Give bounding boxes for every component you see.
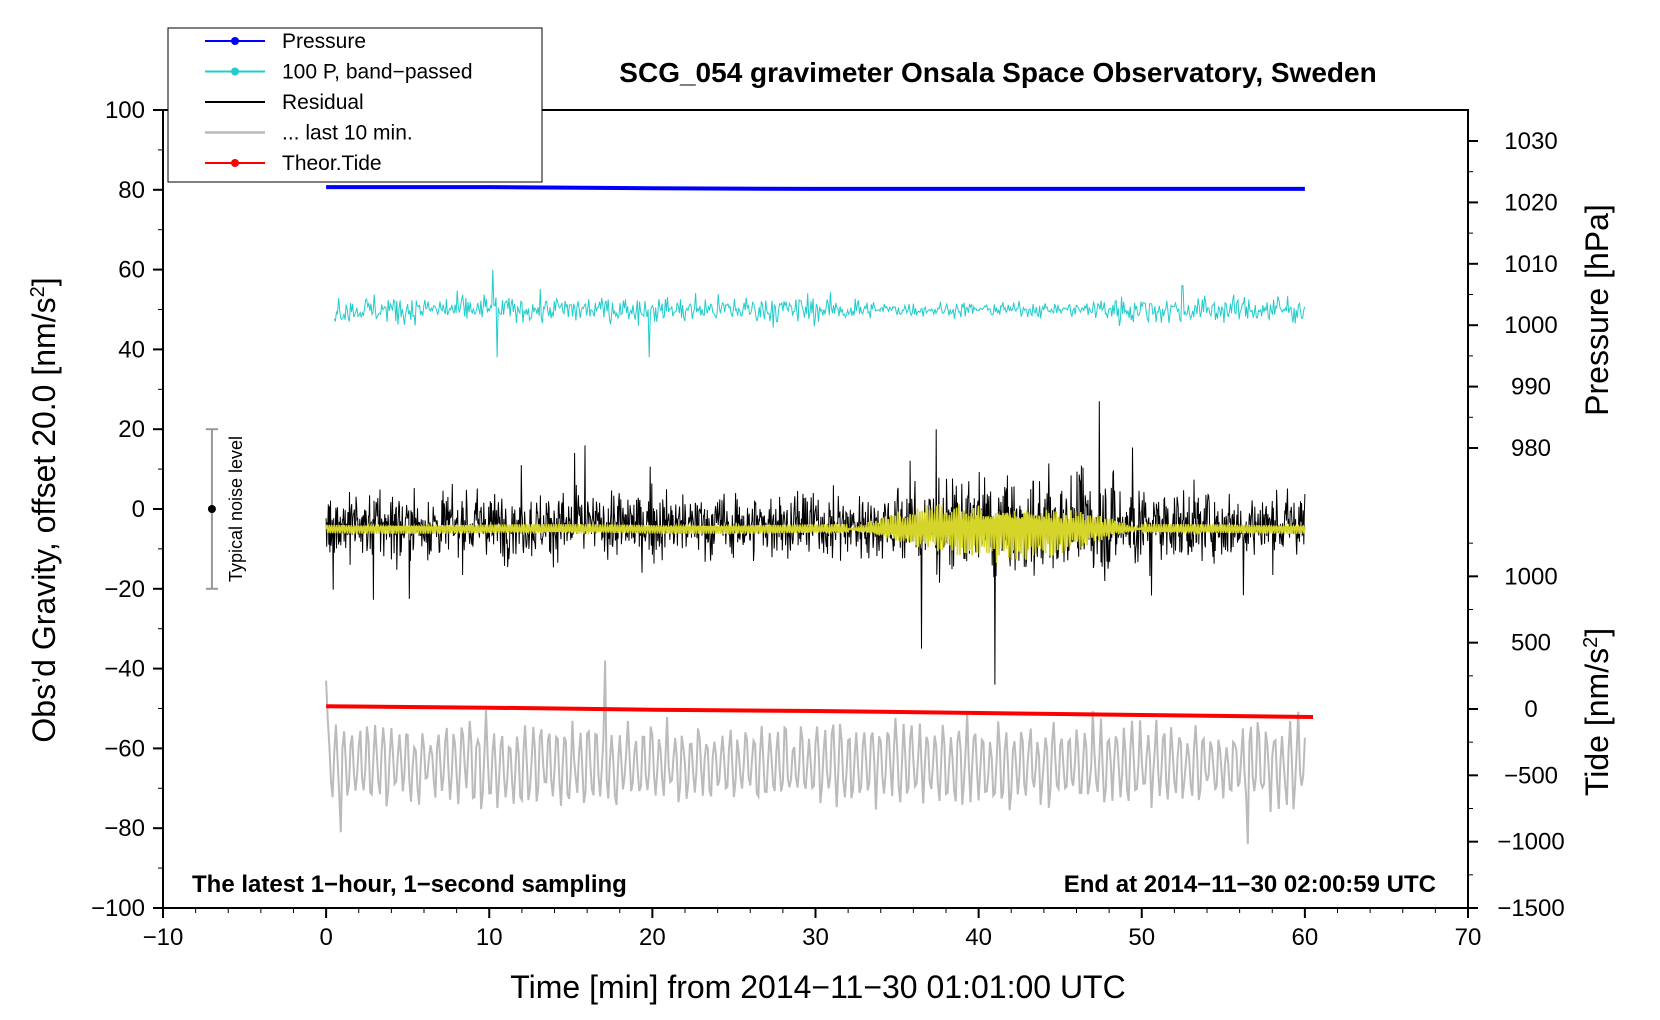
series-band-passed-pressure	[333, 269, 1306, 358]
tide-tick-label: 0	[1524, 696, 1537, 723]
x-tick-label: 10	[476, 924, 503, 951]
y-axis-title-end: ]	[26, 277, 62, 286]
annotation-sampling: The latest 1−hour, 1−second sampling	[192, 871, 627, 898]
pressure-tick-label: 1000	[1504, 312, 1557, 339]
x-tick-label: 0	[319, 924, 332, 951]
tide-tick-label: −1500	[1497, 895, 1564, 922]
x-tick-label: 60	[1292, 924, 1319, 951]
legend-label: 100 P, band−passed	[282, 61, 473, 84]
pressure-tick-label: 990	[1511, 374, 1551, 401]
x-tick-label: −10	[143, 924, 184, 951]
series-last-10-min	[325, 660, 1306, 845]
legend-marker	[231, 37, 239, 45]
x-axis-title: Time [min] from 2014−11−30 01:01:00 UTC	[510, 969, 1125, 1005]
legend-marker	[231, 159, 239, 167]
pressure-tick-label: 1020	[1504, 189, 1557, 216]
pressure-axis-title: Pressure [hPa]	[1579, 204, 1615, 416]
y-tick-label: −80	[104, 815, 145, 842]
y-axis-title: Obs’d Gravity, offset 20.0 [nm/s2]	[26, 277, 62, 742]
chart-title: SCG_054 gravimeter Onsala Space Observat…	[619, 57, 1376, 88]
noise-level-label: Typical noise level	[226, 436, 246, 582]
pressure-tick-label: 1030	[1504, 128, 1557, 155]
series-layer	[325, 185, 1314, 845]
legend: Pressure 100 P, band−passed Residual ... la…	[167, 27, 543, 183]
x-tick-label: 20	[639, 924, 666, 951]
y-tick-label: −20	[104, 576, 145, 603]
tide-tick-label: −500	[1504, 762, 1558, 789]
y-tick-label: 100	[105, 97, 145, 124]
tide-axis-title: Tide [nm/s2]	[1579, 628, 1615, 796]
x-tick-label: 30	[802, 924, 829, 951]
series-group	[325, 185, 1314, 845]
tide-axis-title-main: Tide [nm/s	[1579, 648, 1615, 796]
y-tick-label: 20	[118, 416, 145, 443]
tide-axis-title-sup: 2	[1580, 637, 1602, 648]
series-residual-smoothed	[325, 503, 1306, 563]
y-tick-label: −100	[91, 895, 145, 922]
series-residual	[325, 401, 1306, 685]
tide-tick-label: 1000	[1504, 563, 1557, 590]
y-tick-label: 0	[132, 496, 145, 523]
noise-bar-center-dot	[207, 505, 216, 513]
tide-tick-label: −1000	[1497, 829, 1564, 856]
plot-area	[162, 109, 1469, 909]
series-theoretical-tide	[326, 704, 1314, 719]
y-tick-label: −60	[104, 735, 145, 762]
y-tick-label: 80	[118, 177, 145, 204]
y-axis-title-main: Obs’d Gravity, offset 20.0 [nm/s	[26, 297, 62, 742]
series-pressure	[326, 185, 1305, 191]
y-tick-label: 40	[118, 336, 145, 363]
y-tick-label: −40	[104, 656, 145, 683]
tide-axis-title-end: ]	[1579, 628, 1615, 637]
x-tick-label: 50	[1128, 924, 1155, 951]
x-tick-label: 40	[965, 924, 992, 951]
x-tick-label: 70	[1455, 924, 1482, 951]
noise-level-indicator: Typical noise level	[205, 428, 246, 590]
y-axis-tide: −1500 −1000 −500 0 500 1000	[1468, 542, 1565, 922]
tide-tick-label: 500	[1511, 630, 1551, 657]
legend-marker	[231, 67, 239, 76]
x-axis: −10 0 10 20 30 40 50 60 70	[143, 908, 1482, 951]
y-axis-pressure: 980 990 1000 1010 1020 1030	[1467, 110, 1558, 464]
pressure-tick-label: 1010	[1504, 251, 1557, 278]
legend-label: ... last 10 min.	[282, 122, 413, 145]
annotation-end-time: End at 2014−11−30 02:00:59 UTC	[1064, 871, 1436, 898]
legend-label: Theor.Tide	[282, 152, 382, 175]
legend-label: Pressure	[282, 30, 366, 53]
legend-box	[167, 27, 543, 183]
y-axis-gravity: −100 −80 −60 −40 −20 0 20 40 60 80 100	[91, 97, 163, 922]
y-axis-title-sup: 2	[27, 286, 49, 297]
legend-label: Residual	[282, 91, 364, 114]
pressure-tick-label: 980	[1511, 435, 1551, 462]
y-tick-label: 60	[118, 257, 145, 284]
